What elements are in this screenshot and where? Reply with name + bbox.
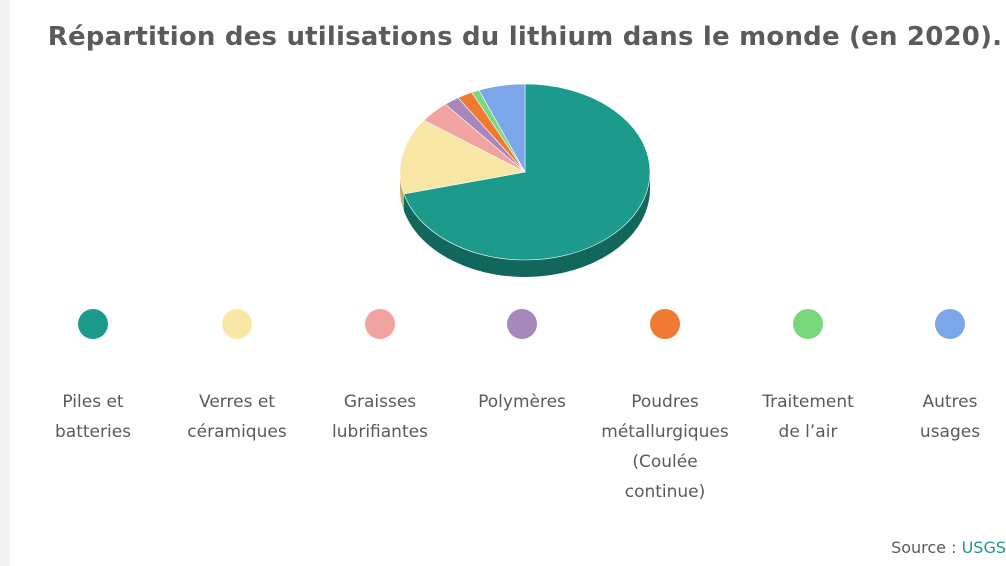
legend-dot-traitement-de-lair bbox=[793, 309, 823, 339]
legend-label-graisses-lubrifiantes: Graisses lubrifiantes bbox=[332, 392, 428, 442]
chart-title: Répartition des utilisations du lithium … bbox=[47, 22, 1003, 52]
legend-dot-verres-et-ceramiques bbox=[222, 309, 252, 339]
legend-label-autres-usages: Autres usages bbox=[919, 392, 981, 442]
legend-label-traitement-de-lair: Traitement de l’air bbox=[762, 392, 854, 442]
legend-item-autres-usages[interactable]: Autres usages bbox=[875, 309, 1006, 447]
pie-side-verres-et-ceramiques bbox=[400, 172, 404, 211]
pie-side-piles-et-batteries bbox=[403, 172, 650, 278]
legend-dot-polymeres bbox=[507, 309, 537, 339]
source-prefix: Source : bbox=[891, 538, 962, 557]
legend-label-poudres-metallurgiques-coulee-continue: Poudres métallurgiques (Coulée continue) bbox=[601, 392, 729, 502]
legend-label-piles-et-batteries: Piles et batteries bbox=[54, 392, 132, 442]
legend-item-piles-et-batteries[interactable]: Piles et batteries bbox=[18, 309, 168, 447]
legend-dot-poudres-metallurgiques-coulee-continue bbox=[650, 309, 680, 339]
legend-item-traitement-de-lair[interactable]: Traitement de l’air bbox=[733, 309, 883, 447]
left-border-strip bbox=[0, 0, 10, 566]
legend-item-graisses-lubrifiantes[interactable]: Graisses lubrifiantes bbox=[305, 309, 455, 447]
source-link-usgs[interactable]: USGS bbox=[961, 538, 1006, 557]
legend-dot-graisses-lubrifiantes bbox=[365, 309, 395, 339]
legend-item-verres-et-ceramiques[interactable]: Verres et céramiques bbox=[162, 309, 312, 447]
source-note: Source : USGS bbox=[891, 538, 1006, 557]
legend-item-poudres-metallurgiques-coulee-continue[interactable]: Poudres métallurgiques (Coulée continue) bbox=[590, 309, 740, 507]
pie-slice-autres-usages[interactable] bbox=[478, 83, 526, 174]
pie-chart bbox=[399, 83, 651, 278]
legend-item-polymeres[interactable]: Polymères bbox=[447, 309, 597, 417]
pie-slice-verres-et-ceramiques[interactable] bbox=[399, 119, 526, 195]
legend-dot-autres-usages bbox=[935, 309, 965, 339]
legend-dot-piles-et-batteries bbox=[78, 309, 108, 339]
legend-label-polymeres: Polymères bbox=[478, 392, 566, 412]
legend-label-verres-et-ceramiques: Verres et céramiques bbox=[187, 392, 287, 442]
pie-slice-piles-et-batteries[interactable] bbox=[403, 83, 651, 261]
